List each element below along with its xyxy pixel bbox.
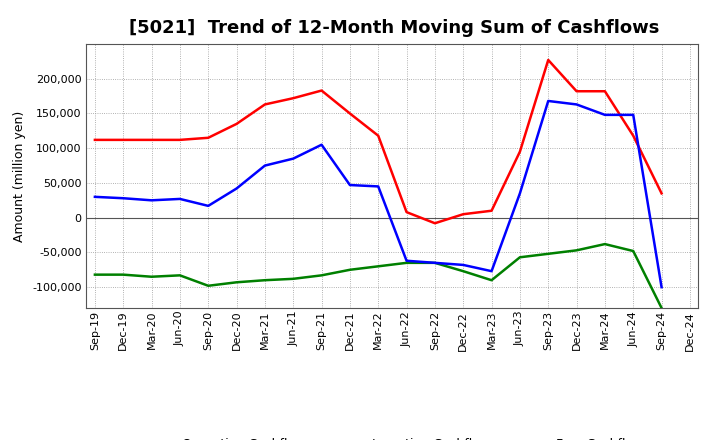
Operating Cashflow [487, 208, 496, 213]
Investing Cashflow [289, 276, 297, 282]
Operating Cashflow [261, 102, 269, 107]
Free Cashflow [91, 194, 99, 199]
Investing Cashflow [657, 305, 666, 311]
Investing Cashflow [572, 248, 581, 253]
Operating Cashflow [318, 88, 326, 93]
Free Cashflow [318, 142, 326, 147]
Investing Cashflow [629, 249, 637, 254]
Operating Cashflow [91, 137, 99, 143]
Free Cashflow [119, 196, 127, 201]
Free Cashflow [148, 198, 156, 203]
Free Cashflow [261, 163, 269, 168]
Free Cashflow [516, 191, 524, 196]
Investing Cashflow [148, 274, 156, 279]
Line: Operating Cashflow: Operating Cashflow [95, 60, 662, 223]
Free Cashflow [346, 183, 354, 188]
Operating Cashflow [629, 133, 637, 138]
Free Cashflow [204, 203, 212, 209]
Free Cashflow [176, 196, 184, 202]
Operating Cashflow [374, 133, 382, 138]
Investing Cashflow [374, 264, 382, 269]
Investing Cashflow [346, 267, 354, 272]
Operating Cashflow [572, 88, 581, 94]
Free Cashflow [431, 260, 439, 265]
Operating Cashflow [148, 137, 156, 143]
Operating Cashflow [176, 137, 184, 143]
Operating Cashflow [402, 209, 411, 215]
Investing Cashflow [459, 268, 467, 274]
Free Cashflow [572, 102, 581, 107]
Free Cashflow [289, 156, 297, 161]
Investing Cashflow [544, 251, 552, 257]
Operating Cashflow [119, 137, 127, 143]
Operating Cashflow [204, 135, 212, 140]
Investing Cashflow [204, 283, 212, 288]
Operating Cashflow [346, 111, 354, 116]
Free Cashflow [629, 112, 637, 117]
Free Cashflow [402, 258, 411, 264]
Operating Cashflow [289, 95, 297, 101]
Legend: Operating Cashflow, Investing Cashflow, Free Cashflow: Operating Cashflow, Investing Cashflow, … [136, 433, 649, 440]
Investing Cashflow [402, 260, 411, 265]
Free Cashflow [233, 186, 241, 191]
Free Cashflow [544, 98, 552, 103]
Investing Cashflow [318, 273, 326, 278]
Investing Cashflow [176, 273, 184, 278]
Investing Cashflow [119, 272, 127, 277]
Operating Cashflow [431, 220, 439, 226]
Line: Free Cashflow: Free Cashflow [95, 101, 662, 287]
Text: [5021]  Trend of 12-Month Moving Sum of Cashflows: [5021] Trend of 12-Month Moving Sum of C… [130, 19, 660, 37]
Free Cashflow [487, 268, 496, 274]
Operating Cashflow [544, 57, 552, 62]
Line: Investing Cashflow: Investing Cashflow [95, 244, 662, 308]
Free Cashflow [600, 112, 609, 117]
Investing Cashflow [487, 278, 496, 283]
Investing Cashflow [233, 280, 241, 285]
Y-axis label: Amount (million yen): Amount (million yen) [14, 110, 27, 242]
Investing Cashflow [431, 260, 439, 265]
Operating Cashflow [233, 121, 241, 127]
Free Cashflow [374, 184, 382, 189]
Free Cashflow [459, 262, 467, 268]
Investing Cashflow [91, 272, 99, 277]
Free Cashflow [657, 285, 666, 290]
Investing Cashflow [600, 242, 609, 247]
Operating Cashflow [516, 149, 524, 154]
Investing Cashflow [261, 278, 269, 283]
Investing Cashflow [516, 255, 524, 260]
Operating Cashflow [657, 191, 666, 196]
Operating Cashflow [459, 212, 467, 217]
Operating Cashflow [600, 88, 609, 94]
